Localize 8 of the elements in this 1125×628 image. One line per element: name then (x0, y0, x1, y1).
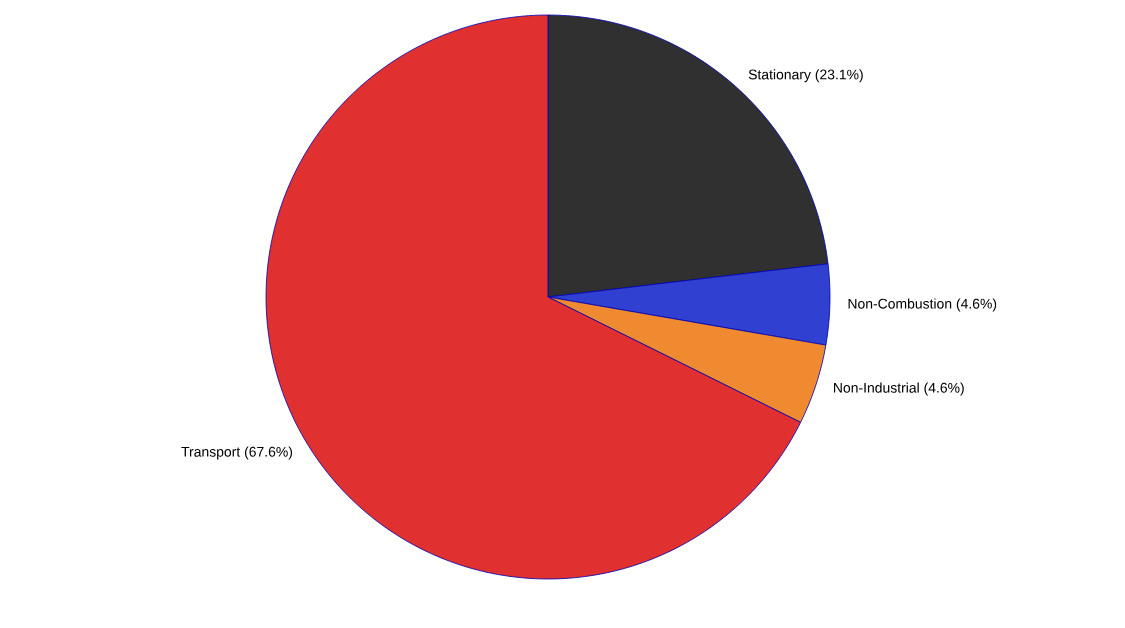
slice-label: Transport (181, 447, 241, 460)
slice-label: Non-Industrial (834, 382, 919, 393)
data-label: (67.6%) (244, 446, 293, 460)
data-label: (4.6%) (924, 382, 964, 396)
slice-label: Stationary (748, 69, 811, 83)
data-label: (4.6%) (956, 298, 997, 312)
slice-label: Non-Combustion (848, 298, 952, 309)
data-label: (23.1%) (815, 69, 863, 83)
